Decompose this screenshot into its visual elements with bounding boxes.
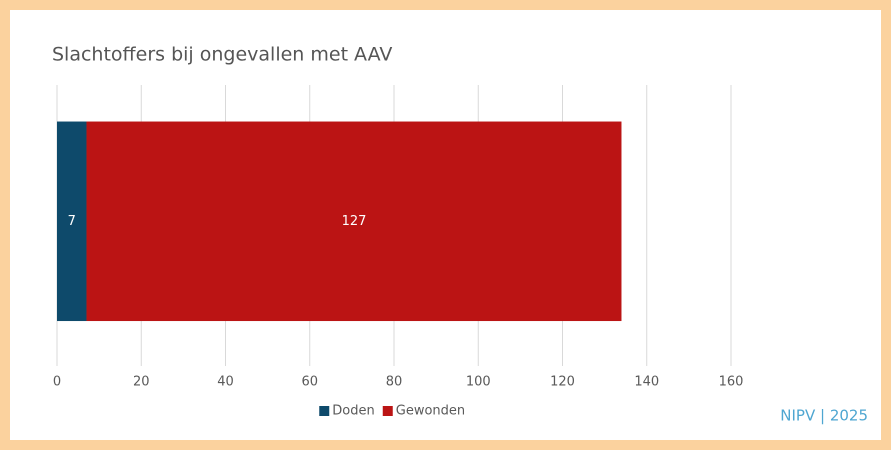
x-tick-label: 140	[634, 375, 659, 390]
x-tick-label: 160	[719, 375, 744, 390]
x-tick-label: 40	[217, 375, 234, 390]
legend-swatch	[319, 406, 330, 416]
bar-segment	[86, 121, 622, 322]
legend-swatch	[382, 406, 393, 416]
x-tick-label: 100	[466, 375, 491, 390]
x-tick-label: 60	[301, 375, 318, 390]
source: NIPV | 2025	[780, 407, 868, 425]
x-tick-label: 80	[386, 375, 403, 390]
x-tick-label: 120	[550, 375, 575, 390]
legend-label: Gewonden	[396, 404, 465, 419]
x-tick-label: 20	[133, 375, 150, 390]
bar-segment	[57, 121, 87, 322]
x-tick-label: 0	[53, 375, 61, 390]
data-label: 7	[68, 214, 76, 229]
chart-title: Slachtoffers bij ongevallen met AAV	[52, 44, 392, 66]
legend-label: Doden	[332, 404, 374, 419]
data-label: 127	[342, 214, 367, 229]
